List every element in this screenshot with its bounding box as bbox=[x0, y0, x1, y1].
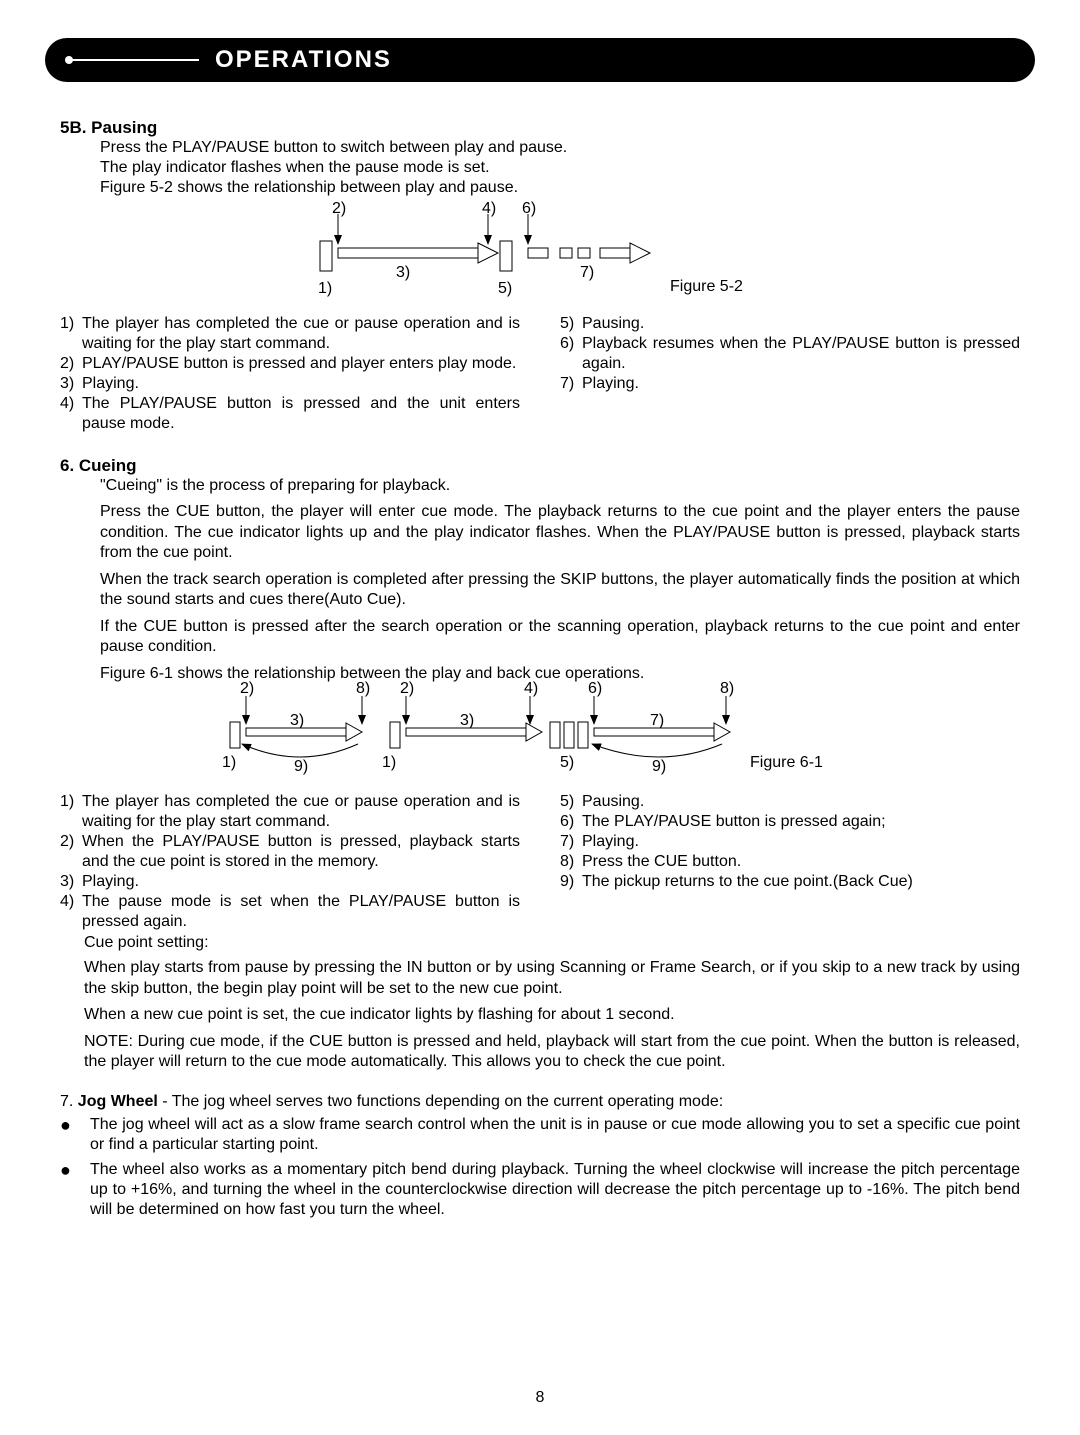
cue-point-para: When a new cue point is set, the cue ind… bbox=[84, 1005, 1020, 1025]
bullet-item: ● The wheel also works as a momentary pi… bbox=[60, 1160, 1020, 1221]
list-text: PLAY/PAUSE button is pressed and player … bbox=[82, 354, 520, 374]
list-text: The player has completed the cue or paus… bbox=[82, 314, 520, 354]
list-text: The pickup returns to the cue point.(Bac… bbox=[582, 872, 1020, 892]
section-5b-list: 1)The player has completed the cue or pa… bbox=[60, 314, 1020, 434]
header-title: OPERATIONS bbox=[215, 46, 392, 74]
list-num: 7) bbox=[560, 832, 582, 852]
list-text: When the PLAY/PAUSE button is pressed, p… bbox=[82, 832, 520, 872]
bullet-icon: ● bbox=[60, 1160, 90, 1221]
intro-line: Press the PLAY/PAUSE button to switch be… bbox=[100, 138, 1020, 158]
fig61-label: 9) bbox=[652, 758, 666, 776]
list-num: 1) bbox=[60, 314, 82, 354]
fig52-label: 2) bbox=[332, 200, 346, 218]
list-text: Playback resumes when the PLAY/PAUSE but… bbox=[582, 334, 1020, 374]
fig52-label: 4) bbox=[482, 200, 496, 218]
intro-line: The play indicator flashes when the paus… bbox=[100, 158, 1020, 178]
list-num: 7) bbox=[560, 374, 582, 394]
bullet-icon: ● bbox=[60, 1115, 90, 1156]
fig52-label: 5) bbox=[498, 280, 512, 298]
list-text: The pause mode is set when the PLAY/PAUS… bbox=[82, 892, 520, 932]
fig61-label: 6) bbox=[588, 680, 602, 698]
intro-line: "Cueing" is the process of preparing for… bbox=[100, 476, 1020, 496]
list-num: 6) bbox=[560, 812, 582, 832]
list-num: 5) bbox=[560, 792, 582, 812]
list-num: 2) bbox=[60, 354, 82, 374]
header-bar: OPERATIONS bbox=[45, 38, 1035, 82]
section-7-num: 7. bbox=[60, 1093, 73, 1110]
list-text: The player has completed the cue or paus… bbox=[82, 792, 520, 832]
list-num: 6) bbox=[560, 334, 582, 374]
list-num: 3) bbox=[60, 374, 82, 394]
list-text: Press the CUE button. bbox=[582, 852, 1020, 872]
page-content: 5B. Pausing Press the PLAY/PAUSE button … bbox=[0, 82, 1080, 1221]
intro-line: Figure 5-2 shows the relationship betwee… bbox=[100, 178, 1020, 198]
fig61-label: 8) bbox=[720, 680, 734, 698]
figure-5-2-svg bbox=[260, 206, 960, 306]
fig52-label: 7) bbox=[580, 264, 594, 282]
fig61-label: 9) bbox=[294, 758, 308, 776]
fig61-label: 7) bbox=[650, 712, 664, 730]
fig61-label: 3) bbox=[290, 712, 304, 730]
list-num: 3) bbox=[60, 872, 82, 892]
cue-point-title: Cue point setting: bbox=[84, 934, 1020, 952]
list-text: Playing. bbox=[582, 374, 1020, 394]
fig61-label: 2) bbox=[240, 680, 254, 698]
section-7: 7. Jog Wheel - The jog wheel serves two … bbox=[60, 1093, 1020, 1111]
fig52-label: 3) bbox=[396, 264, 410, 282]
list-text: Pausing. bbox=[582, 314, 1020, 334]
list-num: 5) bbox=[560, 314, 582, 334]
figure-6-1: 2) 8) 2) 4) 6) 8) 3) 3) 7) 1) 9) 1) 5) 9… bbox=[190, 688, 950, 784]
fig52-label: 6) bbox=[522, 200, 536, 218]
intro-line: When the track search operation is compl… bbox=[100, 570, 1020, 611]
list-num: 4) bbox=[60, 892, 82, 932]
section-5b-intro: Press the PLAY/PAUSE button to switch be… bbox=[100, 138, 1020, 198]
list-text: The PLAY/PAUSE button is pressed and the… bbox=[82, 394, 520, 434]
section-7-title: Jog Wheel bbox=[78, 1093, 158, 1110]
bullet-text: The wheel also works as a momentary pitc… bbox=[90, 1160, 1020, 1221]
intro-line: If the CUE button is pressed after the s… bbox=[100, 617, 1020, 658]
intro-line: Figure 6-1 shows the relationship betwee… bbox=[100, 664, 1020, 684]
header-line-icon bbox=[69, 59, 199, 61]
fig61-label: 4) bbox=[524, 680, 538, 698]
fig61-label: 5) bbox=[560, 754, 574, 772]
list-num: 8) bbox=[560, 852, 582, 872]
fig61-label: 1) bbox=[382, 754, 396, 772]
list-text: Playing. bbox=[82, 374, 520, 394]
bullet-item: ● The jog wheel will act as a slow frame… bbox=[60, 1115, 1020, 1156]
fig61-label: 2) bbox=[400, 680, 414, 698]
fig52-label: 1) bbox=[318, 280, 332, 298]
cue-point-para: NOTE: During cue mode, if the CUE button… bbox=[84, 1032, 1020, 1073]
figure-6-1-caption: Figure 6-1 bbox=[750, 754, 823, 772]
cue-point-para: When play starts from pause by pressing … bbox=[84, 958, 1020, 999]
section-6-list: 1)The player has completed the cue or pa… bbox=[60, 792, 1020, 932]
bullet-text: The jog wheel will act as a slow frame s… bbox=[90, 1115, 1020, 1156]
fig61-label: 8) bbox=[356, 680, 370, 698]
intro-line: Press the CUE button, the player will en… bbox=[100, 502, 1020, 563]
cue-point-block: Cue point setting: When play starts from… bbox=[84, 934, 1020, 1072]
list-text: Playing. bbox=[82, 872, 520, 892]
list-num: 1) bbox=[60, 792, 82, 832]
list-text: Pausing. bbox=[582, 792, 1020, 812]
section-6-title: 6. Cueing bbox=[60, 456, 1020, 476]
page-number: 8 bbox=[0, 1389, 1080, 1407]
figure-5-2-caption: Figure 5-2 bbox=[670, 278, 743, 296]
list-num: 4) bbox=[60, 394, 82, 434]
list-text: The PLAY/PAUSE button is pressed again; bbox=[582, 812, 1020, 832]
fig61-label: 3) bbox=[460, 712, 474, 730]
section-7-rest: - The jog wheel serves two functions dep… bbox=[158, 1093, 723, 1110]
fig61-label: 1) bbox=[222, 754, 236, 772]
list-text: Playing. bbox=[582, 832, 1020, 852]
section-6-intro: "Cueing" is the process of preparing for… bbox=[100, 476, 1020, 684]
list-num: 9) bbox=[560, 872, 582, 892]
section-5b-title: 5B. Pausing bbox=[60, 118, 1020, 138]
figure-5-2: 2) 4) 6) 3) 7) 1) 5) Figure 5-2 bbox=[260, 206, 960, 306]
list-num: 2) bbox=[60, 832, 82, 872]
